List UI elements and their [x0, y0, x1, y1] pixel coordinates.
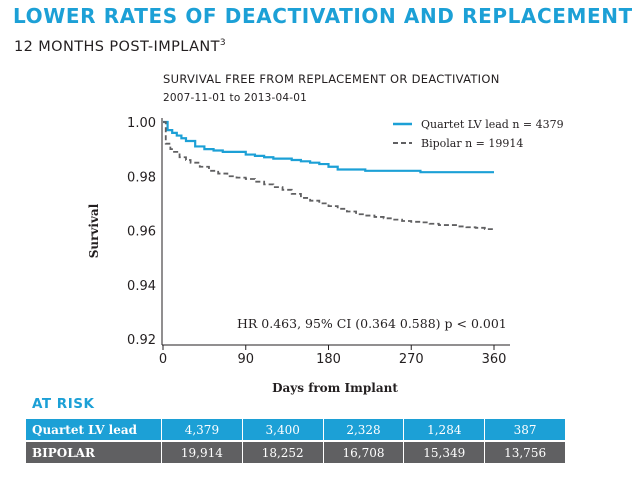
- y-tick-label: 0.96: [127, 225, 156, 240]
- y-tick-label: 0.92: [127, 333, 156, 348]
- at-risk-title: AT RISK: [32, 396, 95, 412]
- table-cell: 387: [484, 419, 566, 442]
- hazard-ratio-annotation: HR 0.463, 95% CI (0.364 0.588) p < 0.001: [237, 316, 507, 331]
- series-line-bipolar: [163, 121, 495, 231]
- y-tick-label: 0.94: [127, 279, 156, 294]
- x-tick-label: 0: [159, 352, 167, 367]
- row-label: BIPOLAR: [26, 441, 162, 465]
- legend-label-quartet: Quartet LV lead n = 4379: [421, 118, 564, 131]
- table-cell: 18,252: [242, 441, 324, 465]
- table-cell: 3,400: [242, 419, 324, 442]
- survival-chart: SURVIVAL FREE FROM REPLACEMENT OR DEACTI…: [87, 72, 564, 395]
- x-tick-label: 360: [482, 352, 507, 367]
- chart-title: SURVIVAL FREE FROM REPLACEMENT OR DEACTI…: [163, 72, 500, 86]
- table-cell: 4,379: [161, 419, 243, 442]
- legend-label-bipolar: Bipolar n = 19914: [421, 137, 523, 150]
- page-headline: LOWER RATES OF DEACTIVATION AND REPLACEM…: [13, 4, 632, 28]
- chart-subtitle: 2007-11-01 to 2013-04-01: [163, 92, 307, 104]
- y-tick-label: 0.98: [127, 170, 156, 185]
- x-tick-label: 90: [237, 352, 254, 367]
- x-tick-label: 270: [399, 352, 424, 367]
- subheadline-text: 12 MONTHS POST-IMPLANT: [14, 39, 220, 55]
- y-tick-label: 1.00: [127, 116, 156, 131]
- table-cell: 15,349: [403, 441, 486, 465]
- page-subheadline: 12 MONTHS POST-IMPLANT3: [14, 38, 226, 55]
- table-cell: 1,284: [403, 419, 486, 442]
- series-line-quartet: [163, 120, 494, 174]
- table-cell: 13,756: [484, 441, 566, 465]
- legend: Quartet LV lead n = 4379 Bipolar n = 199…: [393, 118, 564, 150]
- x-tick-label: 180: [316, 352, 341, 367]
- table-cell: 2,328: [323, 419, 405, 442]
- table-row-bipolar: BIPOLAR 19,914 18,252 16,708 15,349 13,7…: [26, 441, 566, 465]
- table-cell: 16,708: [323, 441, 405, 465]
- row-label: Quartet LV lead: [26, 419, 162, 442]
- x-axis-label: Days from Implant: [272, 381, 398, 395]
- y-axis-label: Survival: [87, 203, 101, 258]
- table-row-quartet: Quartet LV lead 4,379 3,400 2,328 1,284 …: [26, 419, 566, 442]
- table-cell: 19,914: [161, 441, 243, 465]
- footnote-marker: 3: [219, 38, 227, 48]
- at-risk-table: Quartet LV lead 4,379 3,400 2,328 1,284 …: [26, 419, 566, 465]
